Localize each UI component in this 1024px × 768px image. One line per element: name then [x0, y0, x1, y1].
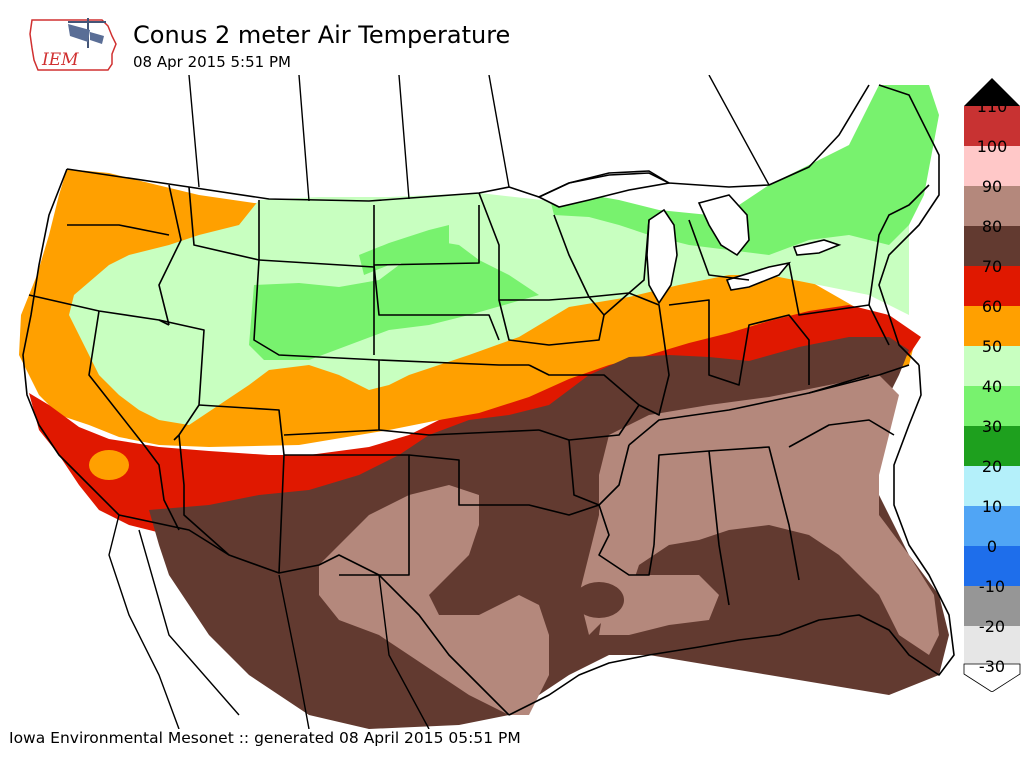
colorbar-band [964, 106, 1020, 146]
atlantic-coast [878, 84, 940, 366]
colorbar-band [964, 226, 1020, 266]
gulf-coast [508, 364, 955, 716]
mt-border [188, 186, 260, 261]
weather-vane-icon [68, 18, 106, 48]
contour-40-dakota [359, 225, 449, 275]
contour-40-plains [249, 240, 539, 360]
colorbar-band [964, 546, 1020, 586]
ks-ok-border [378, 429, 540, 436]
colorbar-tick-label: 80 [982, 217, 1002, 236]
colorbar-band [964, 266, 1020, 306]
nm-tx-border [284, 454, 410, 576]
lake-huron [697, 194, 750, 257]
colorbar-tick-label: 110 [977, 97, 1008, 116]
tn-ky-border [628, 374, 870, 446]
ia-border [498, 296, 605, 346]
colorbar-tick-label: 20 [982, 457, 1002, 476]
colorbar-tick-label: 100 [977, 137, 1008, 156]
colorbar-bottom-cap [963, 663, 1021, 693]
colorbar-band [964, 426, 1020, 466]
lake-michigan [646, 208, 678, 305]
ok-tx-border [408, 454, 600, 516]
colorbar-top-cap [964, 78, 1020, 106]
colorbar-band [964, 306, 1020, 346]
ne-ks-border [378, 359, 529, 366]
lake-erie [725, 261, 792, 291]
contour-70-socal-island [89, 450, 129, 480]
us-mexico-border [118, 514, 510, 716]
colorbar-tick-label: 40 [982, 377, 1002, 396]
neighbor-boundaries [108, 74, 770, 730]
colorbar-tick-label: 60 [982, 297, 1002, 316]
canada-province-lines [188, 74, 770, 202]
colorbar-band [964, 586, 1020, 626]
colorbar-band [964, 186, 1020, 226]
contour-90-texas [319, 485, 549, 715]
temperature-contours [19, 85, 949, 729]
in-oh-border [668, 299, 810, 386]
map-timestamp: 08 Apr 2015 5:51 PM [133, 53, 291, 71]
colorbar-band [964, 466, 1020, 506]
colorbar-tick-label: -20 [979, 617, 1005, 636]
wa-or-border [67, 224, 170, 236]
colorbar-band [964, 626, 1020, 666]
ut-co-az-nm [198, 404, 285, 574]
mi-border [688, 219, 750, 281]
va-nc-border [808, 364, 910, 394]
logo-text: IEM [41, 50, 79, 70]
colorbar-tick-label: 0 [987, 537, 997, 556]
il-border [603, 292, 670, 416]
la-border [598, 504, 655, 576]
wi-border [553, 214, 650, 298]
baja-coast [108, 514, 180, 730]
map-title: Conus 2 meter Air Temperature [133, 21, 511, 49]
az-nm-border [178, 434, 230, 556]
political-boundaries [22, 84, 955, 716]
or-ca-nv [28, 294, 170, 326]
colorbar-band [964, 346, 1020, 386]
al-ga-border [708, 446, 800, 581]
id-border [158, 184, 182, 326]
contour-40-greatlakes [549, 85, 939, 255]
ca-nv-border [88, 310, 180, 531]
colorbar-band [964, 506, 1020, 546]
nd-sd-border [373, 205, 480, 266]
footer-credit: Iowa Environmental Mesonet :: generated … [9, 729, 521, 747]
iowa-outline-icon [29, 19, 117, 71]
colorbar-tick-label: 10 [982, 497, 1002, 516]
new-england [868, 184, 930, 306]
iem-logo: IEM [28, 14, 120, 74]
us-pacific-coast [22, 168, 120, 516]
contour-90-southeast-gulf [599, 575, 719, 635]
colorbar-tick-label: 30 [982, 417, 1002, 436]
colorbar-tick-label: -10 [979, 577, 1005, 596]
colorbar-tick-label: 90 [982, 177, 1002, 196]
colorbar-band [964, 386, 1020, 426]
colorbar-tick-label: -30 [979, 657, 1005, 676]
contour-80-la-island [574, 582, 624, 618]
co-border [253, 259, 380, 436]
sd-ne-border [373, 264, 500, 341]
contour-90-southeast [579, 375, 939, 655]
colorbar-tick-label: 50 [982, 337, 1002, 356]
mexico-state-lines [138, 529, 430, 730]
colorbar-band [964, 146, 1020, 186]
lake-ontario [792, 239, 842, 256]
us-canada-border [66, 84, 870, 202]
colorbar-tick-label: 70 [982, 257, 1002, 276]
nc-sc-ga [788, 419, 895, 448]
temperature-colorbar: 110 100 90 80 70 60 50 40 30 20 10 0 -10 -20 -30 [960, 76, 1024, 693]
temperature-map [9, 74, 961, 730]
